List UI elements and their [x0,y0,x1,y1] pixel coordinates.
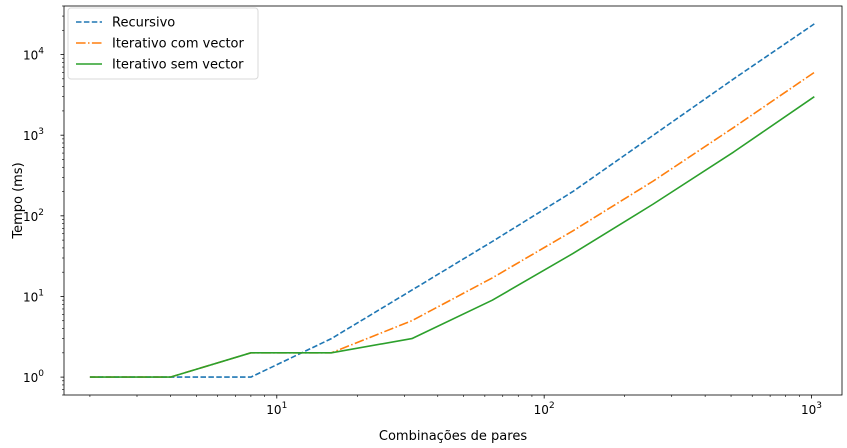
x-axis-ticks: 101 102 103 [89,395,822,417]
y-tick-label: 104 [23,47,44,63]
series-line-1 [89,23,815,378]
x-tick-label: 101 [266,401,287,417]
y-tick-label: 102 [23,208,44,224]
series-line-2 [89,71,815,378]
plot-frame [63,5,843,396]
legend-label: Iterativo sem vector [112,58,244,73]
x-axis-label: Combinações de pares [379,429,527,444]
y-tick-label: 103 [23,127,44,143]
legend-label: Iterativo com vector [112,37,245,52]
y-tick-label: 100 [23,369,44,385]
series-layer [89,23,815,378]
y-axis-ticks: 100 101 102 103 104 [23,5,64,396]
legend: Recursivo Iterativo com vector Iterativo s… [67,7,259,80]
x-tick-label: 103 [801,401,822,417]
y-tick-label: 101 [23,288,44,304]
legend-box [67,7,259,80]
y-axis-label: Tempo (ms) [11,162,26,239]
series-line-3 [89,96,815,378]
x-tick-label: 102 [534,401,555,417]
legend-label: Recursivo [112,16,175,31]
